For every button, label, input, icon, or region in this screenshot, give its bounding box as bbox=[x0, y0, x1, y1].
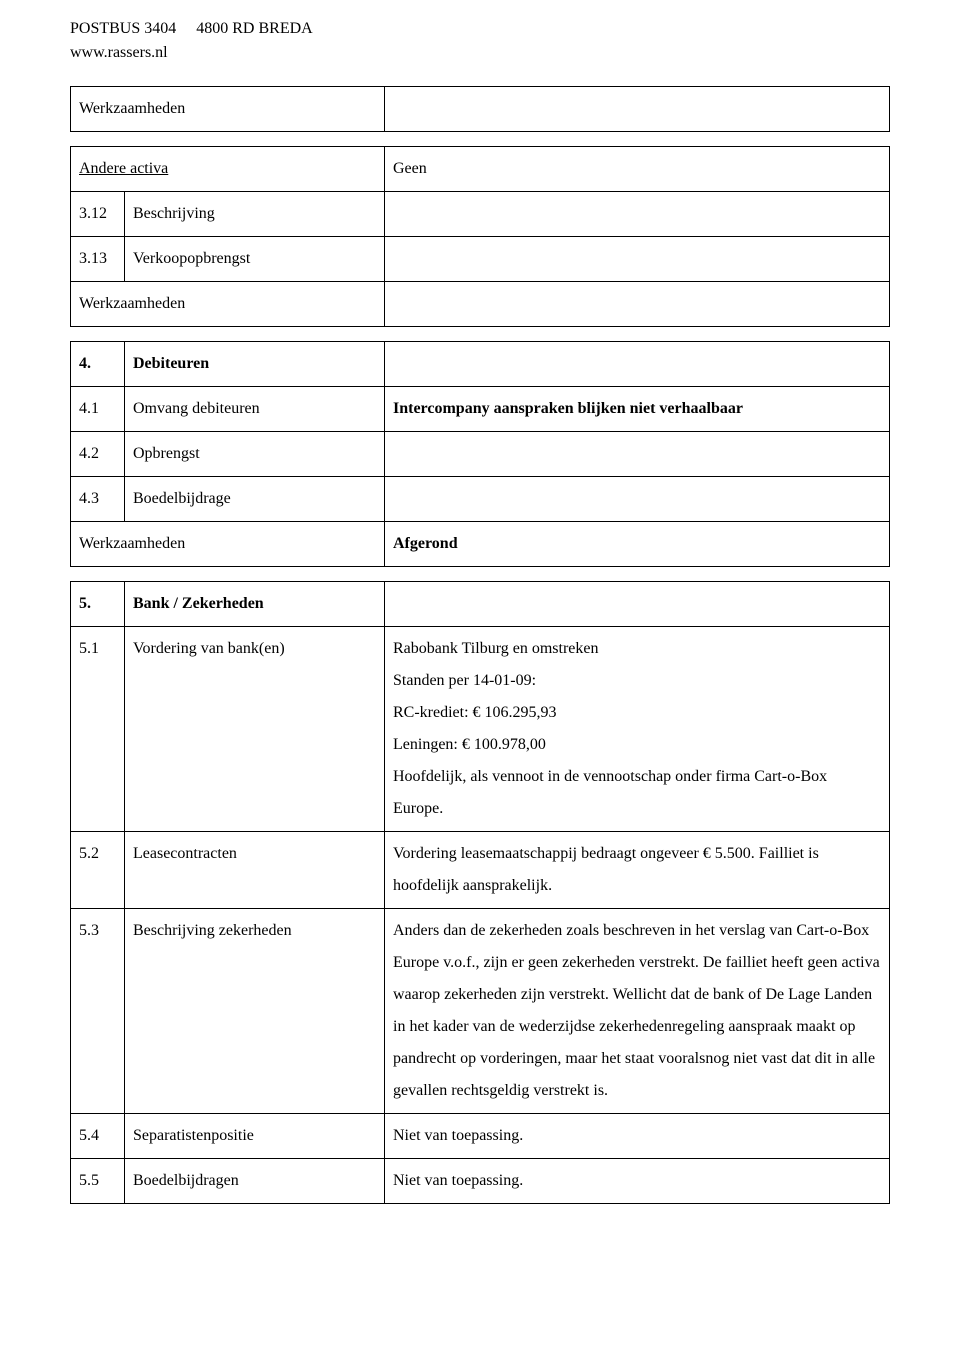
andere-activa-heading: Andere activa bbox=[79, 160, 168, 177]
cell-value bbox=[385, 477, 890, 522]
table-row: 5.2 Leasecontracten Vordering leasemaats… bbox=[71, 832, 890, 909]
cell-label: Verkoopopbrengst bbox=[125, 237, 385, 282]
cell-label: Boedelbijdrage bbox=[125, 477, 385, 522]
cell-label: Separatistenpositie bbox=[125, 1114, 385, 1159]
page: POSTBUS 3404 4800 RD BREDA www.rassers.n… bbox=[0, 0, 960, 1258]
table-andere-activa: Andere activa Geen 3.12 Beschrijving 3.1… bbox=[70, 146, 890, 327]
cell-value bbox=[385, 282, 890, 327]
cell-num: 5.1 bbox=[71, 627, 125, 832]
table-row: 4. Debiteuren bbox=[71, 342, 890, 387]
cell-value: Niet van toepassing. bbox=[385, 1114, 890, 1159]
cell-num: 5.3 bbox=[71, 909, 125, 1114]
cell-value: Anders dan de zekerheden zoals beschreve… bbox=[385, 909, 890, 1114]
table-row: Werkzaamheden bbox=[71, 282, 890, 327]
cell-label: Beschrijving bbox=[125, 192, 385, 237]
cell-label: Debiteuren bbox=[125, 342, 385, 387]
cell-value bbox=[385, 237, 890, 282]
table-row: 5.3 Beschrijving zekerheden Anders dan d… bbox=[71, 909, 890, 1114]
table-row: 5.1 Vordering van bank(en) Rabobank Tilb… bbox=[71, 627, 890, 832]
value-line: Standen per 14-01-09: bbox=[393, 672, 536, 689]
header-line-2: www.rassers.nl bbox=[70, 44, 890, 62]
table-row: 5. Bank / Zekerheden bbox=[71, 582, 890, 627]
cell-num: 4.2 bbox=[71, 432, 125, 477]
cell-label: Leasecontracten bbox=[125, 832, 385, 909]
cell-num: 3.13 bbox=[71, 237, 125, 282]
cell-num: 4.1 bbox=[71, 387, 125, 432]
cell-value bbox=[385, 432, 890, 477]
value-line: Rabobank Tilburg en omstreken bbox=[393, 640, 598, 657]
cell-num: 5.2 bbox=[71, 832, 125, 909]
cell-num: 5. bbox=[71, 582, 125, 627]
cell-label: Omvang debiteuren bbox=[125, 387, 385, 432]
cell-label: Vordering van bank(en) bbox=[125, 627, 385, 832]
table-bank-zekerheden: 5. Bank / Zekerheden 5.1 Vordering van b… bbox=[70, 581, 890, 1204]
cell-value: Rabobank Tilburg en omstreken Standen pe… bbox=[385, 627, 890, 832]
cell-value: Niet van toepassing. bbox=[385, 1159, 890, 1204]
cell-label: Beschrijving zekerheden bbox=[125, 909, 385, 1114]
value-line: Hoofdelijk, als vennoot in de vennootsch… bbox=[393, 768, 827, 817]
cell-label: Werkzaamheden bbox=[71, 522, 385, 567]
cell-value: Vordering leasemaatschappij bedraagt ong… bbox=[385, 832, 890, 909]
table-row: 5.4 Separatistenpositie Niet van toepass… bbox=[71, 1114, 890, 1159]
table-row: Werkzaamheden Afgerond bbox=[71, 522, 890, 567]
cell-value bbox=[385, 582, 890, 627]
table-row: 4.1 Omvang debiteuren Intercompany aansp… bbox=[71, 387, 890, 432]
cell-label: Andere activa bbox=[71, 147, 385, 192]
table-row: 4.2 Opbrengst bbox=[71, 432, 890, 477]
cell-label: Werkzaamheden bbox=[71, 87, 385, 132]
table-row: Werkzaamheden bbox=[71, 87, 890, 132]
cell-num: 5.4 bbox=[71, 1114, 125, 1159]
website-text: www.rassers.nl bbox=[70, 44, 168, 61]
table-row: Andere activa Geen bbox=[71, 147, 890, 192]
cell-num: 4. bbox=[71, 342, 125, 387]
cell-value: Afgerond bbox=[385, 522, 890, 567]
table-row: 4.3 Boedelbijdrage bbox=[71, 477, 890, 522]
cell-num: 4.3 bbox=[71, 477, 125, 522]
cell-label: Opbrengst bbox=[125, 432, 385, 477]
header-line-1: POSTBUS 3404 4800 RD BREDA bbox=[70, 20, 890, 38]
cell-value: Geen bbox=[385, 147, 890, 192]
cell-label: Boedelbijdragen bbox=[125, 1159, 385, 1204]
cell-value bbox=[385, 87, 890, 132]
cell-label: Werkzaamheden bbox=[71, 282, 385, 327]
table-debiteuren: 4. Debiteuren 4.1 Omvang debiteuren Inte… bbox=[70, 341, 890, 567]
table-row: 5.5 Boedelbijdragen Niet van toepassing. bbox=[71, 1159, 890, 1204]
table-row: 3.13 Verkoopopbrengst bbox=[71, 237, 890, 282]
value-line: Leningen: € 100.978,00 bbox=[393, 736, 546, 753]
table-row: 3.12 Beschrijving bbox=[71, 192, 890, 237]
cell-value bbox=[385, 192, 890, 237]
cell-num: 3.12 bbox=[71, 192, 125, 237]
table-werkzaamheden-top: Werkzaamheden bbox=[70, 86, 890, 132]
cell-value: Intercompany aanspraken blijken niet ver… bbox=[385, 387, 890, 432]
postbus-text: POSTBUS 3404 bbox=[70, 20, 176, 37]
value-line: RC-krediet: € 106.295,93 bbox=[393, 704, 557, 721]
cell-value bbox=[385, 342, 890, 387]
cell-label: Bank / Zekerheden bbox=[125, 582, 385, 627]
postcode-text: 4800 RD BREDA bbox=[196, 20, 312, 37]
cell-num: 5.5 bbox=[71, 1159, 125, 1204]
